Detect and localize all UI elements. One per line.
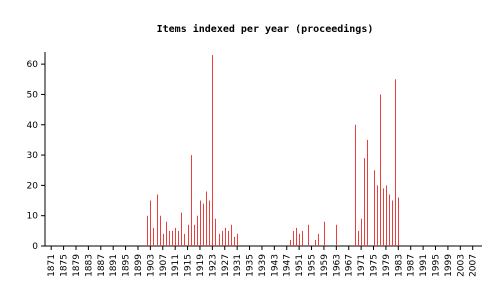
x-tick-label: 1903 [146, 254, 156, 277]
x-tick-label: 1963 [332, 254, 342, 277]
x-tick-label: 1967 [345, 254, 355, 277]
x-tick-label: 1983 [394, 254, 404, 277]
y-tick-label: 10 [27, 212, 39, 222]
x-tick-label: 1979 [382, 254, 392, 277]
x-tick-label: 1895 [122, 254, 132, 277]
x-tick-label: 1871 [47, 254, 57, 277]
x-tick-label: 1947 [283, 254, 293, 277]
x-tick-label: 1943 [270, 254, 280, 277]
x-tick-label: 2003 [456, 254, 466, 277]
x-tick-label: 1995 [432, 254, 442, 277]
x-tick-label: 1899 [134, 254, 144, 277]
y-tick-label: 30 [27, 151, 39, 161]
x-tick-label: 1927 [221, 254, 231, 277]
x-tick-label: 1879 [72, 254, 82, 277]
y-tick-label: 50 [27, 90, 39, 100]
x-tick-label: 1891 [109, 254, 119, 277]
y-tick-label: 60 [27, 60, 39, 70]
y-tick-label: 40 [27, 121, 39, 131]
x-tick-label: 1931 [233, 254, 243, 277]
x-tick-label: 1915 [184, 254, 194, 277]
x-tick-label: 1875 [60, 254, 70, 277]
chart-title: Items indexed per year (proceedings) [157, 23, 374, 35]
x-tick-label: 1951 [295, 254, 305, 277]
x-tick-label: 1991 [419, 254, 429, 277]
x-tick-label: 1955 [308, 254, 318, 277]
x-tick-label: 1883 [84, 254, 94, 277]
y-tick-label: 0 [32, 242, 38, 252]
x-tick-label: 1907 [159, 254, 169, 277]
x-tick-label: 1911 [171, 254, 181, 277]
x-tick-label: 1999 [444, 254, 454, 277]
y-tick-label: 20 [27, 181, 39, 191]
x-tick-label: 1935 [246, 254, 256, 277]
x-tick-label: 1887 [97, 254, 107, 277]
x-tick-label: 1971 [357, 254, 367, 277]
x-tick-label: 1939 [258, 254, 268, 277]
x-tick-label: 1959 [320, 254, 330, 277]
x-tick-label: 2007 [469, 254, 479, 277]
x-tick-label: 1923 [208, 254, 218, 277]
x-tick-label: 1987 [407, 254, 417, 277]
x-tick-label: 1919 [196, 254, 206, 277]
x-tick-label: 1975 [370, 254, 380, 277]
